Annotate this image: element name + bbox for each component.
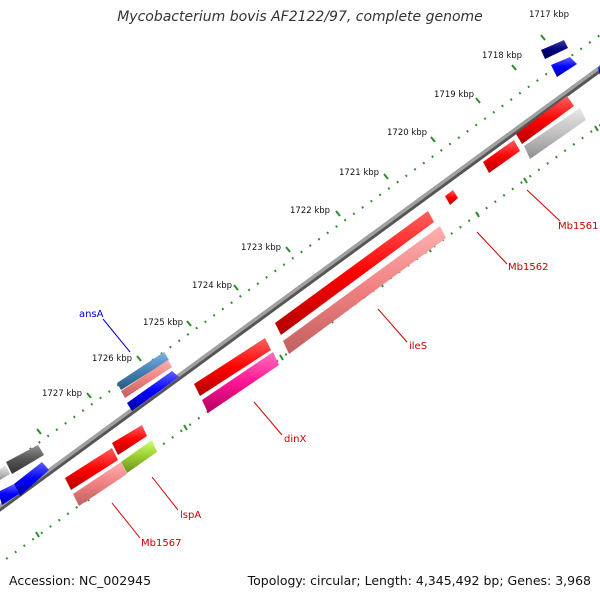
gene-Mb1561 xyxy=(524,108,586,159)
gene-label-dinX: dinX xyxy=(284,434,306,445)
kbp-label: 1718 kbp xyxy=(482,51,522,61)
outer-ticks xyxy=(36,34,546,435)
gene-label-lspA: lspA xyxy=(180,510,201,521)
gene-red xyxy=(275,211,434,335)
tick-mark xyxy=(186,320,192,327)
leader-lspA xyxy=(151,476,179,511)
kbp-label: 1720 kbp xyxy=(387,128,427,138)
backbone-line xyxy=(0,65,600,509)
kbp-label: 1722 kbp xyxy=(290,206,330,216)
kbp-label: 1724 kbp xyxy=(192,281,232,291)
gene-navy xyxy=(541,40,568,59)
tick-mark xyxy=(540,34,546,41)
leader-dinX xyxy=(253,401,283,436)
tick-mark xyxy=(523,177,528,184)
kbp-label: 1719 kbp xyxy=(434,90,474,100)
gene-label-ileS: ileS xyxy=(409,341,427,352)
gene-ileS xyxy=(283,226,446,354)
genome-backbone xyxy=(0,65,600,512)
tick-mark xyxy=(35,531,40,538)
gene-dinX xyxy=(202,352,279,413)
gene-label-Mb1562: Mb1562 xyxy=(508,262,548,273)
gene-Mb1562 xyxy=(445,190,458,205)
forward-genes xyxy=(0,40,600,505)
genome-summary-text: Topology: circular; Length: 4,345,492 bp… xyxy=(247,573,591,588)
gene-red xyxy=(516,96,574,144)
tick-mark xyxy=(475,211,480,218)
gene-red xyxy=(65,448,118,490)
gene-red xyxy=(194,338,271,396)
gene-blue xyxy=(127,371,179,411)
kbp-label: 1721 kbp xyxy=(339,168,379,178)
tick-mark xyxy=(285,246,291,253)
tick-mark xyxy=(383,173,389,180)
gene-labels: ansA Mb1561 Mb1562 ileS dinX lspA Mb1567 xyxy=(79,221,598,549)
tick-mark xyxy=(233,284,239,291)
gene-Mb1567 xyxy=(73,462,127,506)
accession-text: Accession: NC_002945 xyxy=(9,573,152,588)
kbp-label: 1727 kbp xyxy=(42,389,82,399)
tick-mark xyxy=(36,428,42,435)
outer-ruler-track xyxy=(0,33,600,473)
gene-dark-gray xyxy=(6,445,44,474)
label-leaders xyxy=(102,189,561,539)
gene-pink xyxy=(121,360,172,398)
gene-ansA xyxy=(117,352,169,390)
gene-label-Mb1567: Mb1567 xyxy=(141,538,181,549)
gene-red xyxy=(112,425,147,455)
tick-mark xyxy=(335,210,341,217)
gene-lspA xyxy=(121,440,157,473)
tick-mark xyxy=(279,354,284,361)
tick-mark xyxy=(136,355,142,362)
gene-blue xyxy=(14,462,49,496)
kbp-label: 1725 kbp xyxy=(143,318,183,328)
gene-blue xyxy=(0,484,19,505)
tick-mark xyxy=(475,97,481,104)
gene-blue xyxy=(551,57,577,77)
kbp-labels: 1717 kbp 1718 kbp 1719 kbp 1720 kbp 1721… xyxy=(42,10,569,399)
leader-Mb1562 xyxy=(476,231,508,265)
tick-mark xyxy=(511,64,517,71)
inner-dotted-line xyxy=(0,123,600,565)
tick-mark xyxy=(430,136,436,143)
inner-dotted-track xyxy=(0,123,600,565)
gene-label-ansA: ansA xyxy=(79,309,104,320)
kbp-label: 1726 kbp xyxy=(92,354,132,364)
leader-Mb1561 xyxy=(526,189,561,222)
leader-ansA xyxy=(102,318,131,353)
outer-dotted-line xyxy=(0,33,600,473)
map-title: Mycobacterium bovis AF2122/97, complete … xyxy=(117,9,483,25)
leader-ileS xyxy=(377,308,408,343)
tick-mark xyxy=(594,125,599,132)
kbp-label: 1723 kbp xyxy=(241,243,281,253)
gene-gray-edge xyxy=(0,466,10,480)
kbp-label: 1717 kbp xyxy=(529,10,569,20)
gene-label-Mb1561: Mb1561 xyxy=(558,221,598,232)
gene-red xyxy=(483,140,520,173)
tick-mark xyxy=(86,392,92,399)
reverse-genes xyxy=(65,108,586,506)
tick-mark xyxy=(183,424,188,431)
leader-Mb1567 xyxy=(111,502,141,539)
